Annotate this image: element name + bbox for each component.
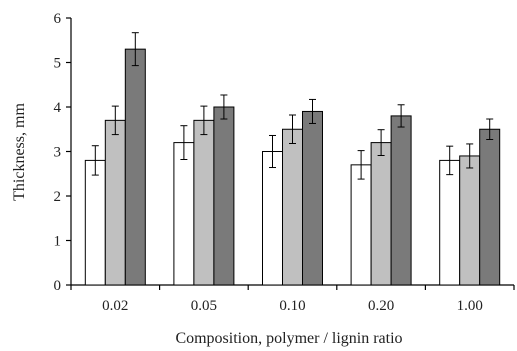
bar bbox=[480, 129, 500, 285]
x-tick-label: 0.05 bbox=[191, 298, 217, 314]
bar bbox=[351, 165, 371, 285]
bar bbox=[391, 116, 411, 285]
x-tick-label: 0.20 bbox=[368, 298, 394, 314]
bar bbox=[283, 129, 303, 285]
x-tick-label: 1.00 bbox=[457, 298, 483, 314]
y-tick-label: 0 bbox=[54, 278, 62, 294]
y-tick-label: 3 bbox=[54, 145, 62, 161]
bar bbox=[105, 120, 125, 285]
plot-area: 0 1 2 3 4 5 6 0.02 0.05 0.10 0.20 1.00 bbox=[54, 11, 515, 314]
y-tick-label: 1 bbox=[54, 234, 62, 250]
bar bbox=[214, 107, 234, 285]
bar bbox=[85, 160, 105, 285]
y-tick-label: 6 bbox=[54, 11, 62, 27]
bar bbox=[194, 120, 214, 285]
x-tick-label: 0.02 bbox=[102, 298, 128, 314]
bar bbox=[303, 111, 323, 285]
bar bbox=[125, 49, 145, 285]
y-tick-label: 4 bbox=[54, 100, 62, 116]
bar bbox=[460, 156, 480, 285]
bar bbox=[174, 143, 194, 285]
x-tick-label: 0.10 bbox=[279, 298, 305, 314]
bar bbox=[440, 160, 460, 285]
x-axis-label: Composition, polymer / lignin ratio bbox=[175, 330, 402, 347]
y-tick-label: 5 bbox=[54, 56, 62, 72]
bar bbox=[371, 143, 391, 285]
bar bbox=[263, 152, 283, 286]
y-tick-label: 2 bbox=[54, 189, 62, 205]
y-axis-label: Thickness, mm bbox=[11, 103, 28, 201]
